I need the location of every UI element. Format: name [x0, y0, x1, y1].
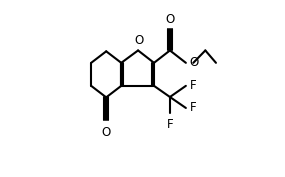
Text: F: F — [190, 101, 196, 115]
Text: F: F — [167, 118, 173, 131]
Text: F: F — [190, 79, 196, 92]
Text: O: O — [189, 56, 198, 69]
Text: O: O — [165, 13, 174, 26]
Text: O: O — [135, 34, 144, 47]
Text: O: O — [101, 126, 111, 139]
